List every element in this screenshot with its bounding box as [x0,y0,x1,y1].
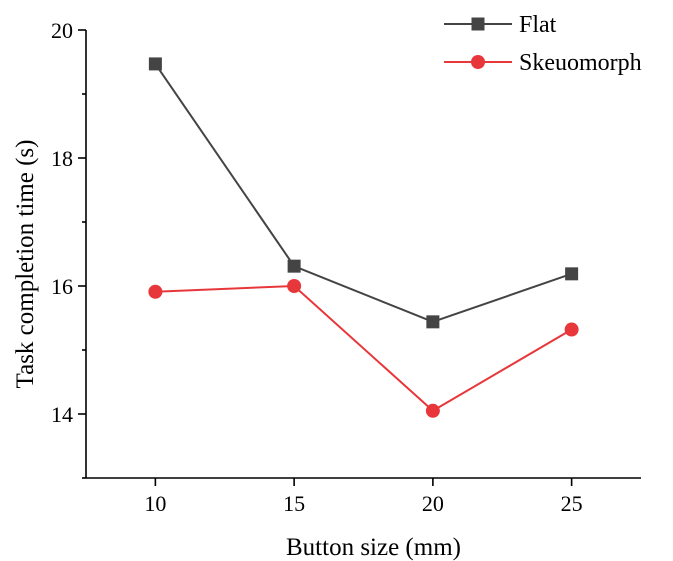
legend: Flat Skeuomorph [444,12,642,76]
data-point [287,279,302,293]
y-tick-label: 20 [51,18,73,43]
axes: 14 16 18 20 10 15 20 25 [51,18,641,516]
y-tick-label: 16 [51,274,73,299]
x-tick-label: 25 [561,491,583,516]
legend-label: Flat [519,12,557,38]
series-line-flat [154,63,572,323]
x-tick-label: 10 [144,491,166,516]
x-axis-title: Button size (mm) [286,534,461,561]
y-tick-label: 14 [51,402,73,427]
legend-item-flat: Flat [444,12,557,38]
series-flat [148,57,579,329]
series-skeuomorph [148,279,579,418]
data-point [287,259,301,273]
legend-marker [471,55,485,69]
data-point [425,403,440,418]
y-axis-title: Task completion time (s) [12,140,39,389]
series-layer [148,57,579,418]
x-tick-label: 15 [283,491,305,516]
data-point [148,284,163,299]
legend-item-skeuomorph: Skeuomorph [444,50,642,76]
series-line-skeuomorph [155,284,573,413]
data-point [564,322,579,337]
legend-marker [471,17,485,31]
y-tick-label: 18 [51,146,73,171]
x-tick-label: 20 [422,491,444,516]
data-point [565,267,579,281]
data-point [148,57,162,71]
legend-label: Skeuomorph [519,50,642,76]
data-point [426,315,440,329]
